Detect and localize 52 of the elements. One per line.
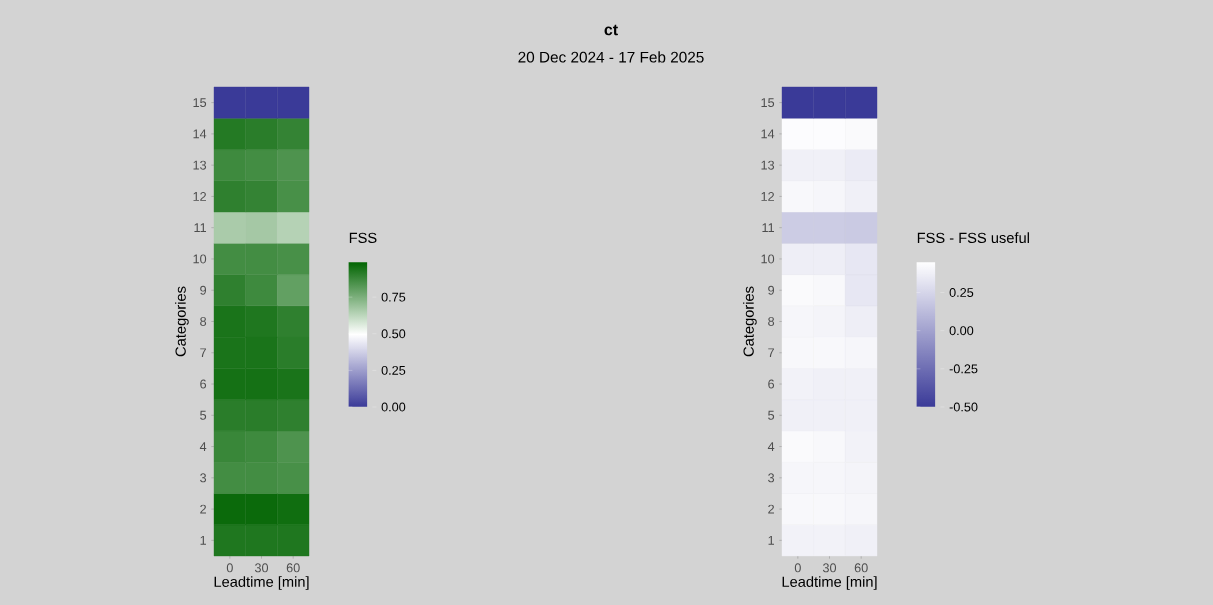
y-tick-label: 4 bbox=[199, 442, 207, 451]
y-axis-title: Categories bbox=[743, 286, 757, 357]
color-bar-label: 0.25 bbox=[949, 288, 974, 297]
color-bar-label: 0.25 bbox=[381, 365, 406, 375]
text: 20 Dec 2024 - 17 Feb 2025 bbox=[518, 51, 704, 63]
x-tick-label: 30 bbox=[254, 563, 269, 573]
color-bar-label: 0.00 bbox=[381, 402, 406, 412]
y-tick-label: 1 bbox=[200, 535, 207, 545]
y-tick-label: 1 bbox=[768, 535, 775, 545]
x-axis-title: Leadtime [min] bbox=[214, 576, 309, 590]
y-tick-label: 4 bbox=[767, 442, 775, 451]
y-tick-label: 11 bbox=[194, 223, 207, 233]
y-axis-title: Categories bbox=[175, 286, 189, 357]
y-tick-label: 12 bbox=[761, 192, 774, 201]
y-tick-label: 9 bbox=[768, 285, 775, 295]
text: ct bbox=[604, 24, 618, 36]
y-tick-label: 13 bbox=[761, 160, 775, 170]
y-tick-label: 3 bbox=[768, 473, 775, 483]
color-bar-label: -0.25 bbox=[949, 364, 978, 374]
y-tick-label: 14 bbox=[193, 129, 207, 139]
x-tick-label: 30 bbox=[822, 563, 837, 573]
y-tick-label: 10 bbox=[193, 254, 207, 264]
y-tick-label: 6 bbox=[768, 379, 775, 389]
x-tick-label: 60 bbox=[286, 563, 300, 573]
color-bar-title: FSS - FSS useful bbox=[917, 232, 1029, 244]
x-tick-label: 0 bbox=[226, 563, 233, 573]
color-bar-label: 0.00 bbox=[949, 326, 974, 336]
y-tick-label: 5 bbox=[768, 410, 775, 420]
y-tick-label: 7 bbox=[768, 348, 775, 358]
y-tick-label: 9 bbox=[200, 285, 207, 295]
y-tick-label: 15 bbox=[193, 98, 207, 108]
y-tick-label: 2 bbox=[200, 504, 207, 514]
y-tick-label: 10 bbox=[761, 254, 775, 264]
color-bar-label: 0.75 bbox=[381, 292, 406, 302]
color-bar-label: -0.50 bbox=[949, 402, 978, 412]
y-tick-label: 11 bbox=[762, 223, 775, 233]
y-tick-label: 7 bbox=[200, 348, 207, 358]
y-tick-label: 12 bbox=[193, 192, 206, 201]
y-tick-label: 14 bbox=[761, 129, 775, 139]
color-bar-title: FSS bbox=[349, 232, 377, 244]
x-tick-label: 0 bbox=[794, 563, 801, 573]
y-tick-label: 3 bbox=[200, 473, 207, 483]
y-tick-label: 8 bbox=[768, 317, 775, 326]
y-tick-label: 8 bbox=[200, 317, 207, 326]
y-tick-label: 5 bbox=[200, 410, 207, 420]
color-bar-label: 0.50 bbox=[381, 329, 406, 339]
y-tick-label: 13 bbox=[193, 160, 207, 170]
y-tick-label: 15 bbox=[761, 98, 775, 108]
y-tick-label: 6 bbox=[200, 379, 207, 389]
x-axis-title: Leadtime [min] bbox=[782, 576, 877, 590]
x-tick-label: 60 bbox=[854, 563, 868, 573]
y-tick-label: 2 bbox=[768, 504, 775, 514]
